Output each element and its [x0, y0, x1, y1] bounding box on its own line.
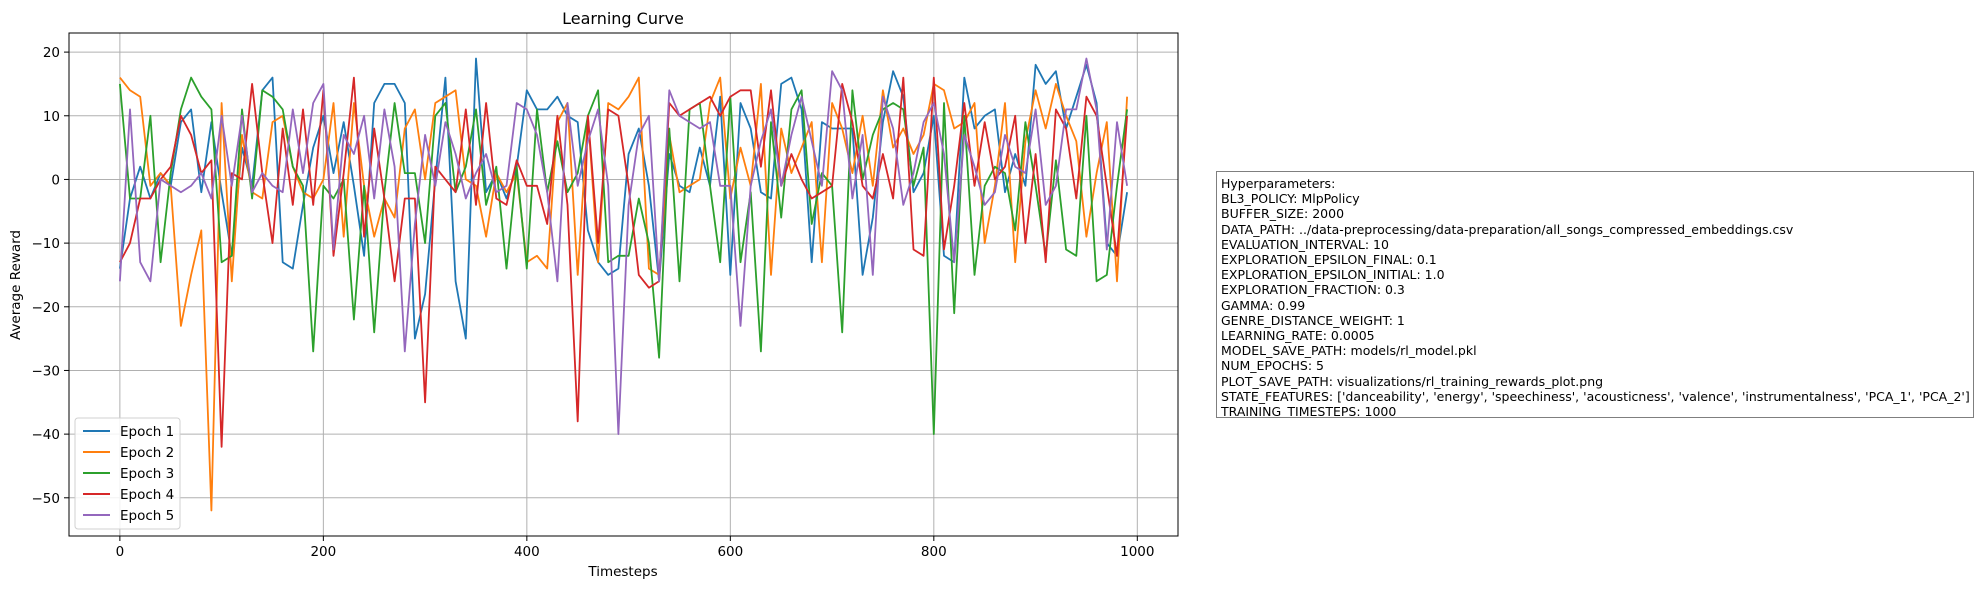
plot-frame [68, 32, 1179, 537]
hyperparameter-line: NUM_EPOCHS: 5 [1221, 358, 1325, 374]
hyperparameter-line: TRAINING_TIMESTEPS: 1000 [1221, 404, 1397, 418]
hyperparameter-line: MODEL_SAVE_PATH: models/rl_model.pkl [1221, 343, 1477, 359]
hyperparameter-line: EXPLORATION_EPSILON_FINAL: 0.1 [1221, 252, 1437, 268]
hyperparameter-line: BUFFER_SIZE: 2000 [1221, 206, 1345, 222]
y-axis-label: Average Reward [8, 230, 24, 340]
hyperparameter-line: STATE_FEATURES: ['danceability', 'energy… [1221, 388, 1970, 404]
hyperparameter-line: LEARNING_RATE: 0.0005 [1221, 328, 1375, 344]
legend-label: Epoch 4 [120, 487, 174, 503]
hyperparameter-line: BL3_POLICY: MlpPolicy [1221, 191, 1360, 207]
series-line-epoch-3 [119, 76, 1128, 436]
series-line-epoch-5 [119, 57, 1128, 436]
hyperparameter-line: EXPLORATION_FRACTION: 0.3 [1221, 282, 1405, 298]
y-axis-ticks: −50 −40 −30 −20 −10 0 10 20 [32, 45, 69, 507]
hyperparameter-line: PLOT_SAVE_PATH: visualizations/rl_traini… [1221, 373, 1604, 389]
hyperparameters-heading: Hyperparameters: [1221, 176, 1336, 191]
series-line-epoch-2 [119, 76, 1128, 512]
x-tick-label: 600 [717, 544, 743, 560]
x-tick-label: 400 [514, 544, 540, 560]
hyperparameter-line: GAMMA: 0.99 [1221, 297, 1306, 313]
series-line-epoch-4 [119, 76, 1128, 448]
y-tick-label: −30 [32, 363, 61, 379]
x-axis-ticks: 0 200 400 600 800 1000 [116, 536, 1154, 560]
hyperparameter-line: EVALUATION_INTERVAL: 10 [1221, 236, 1389, 252]
grid-lines [69, 33, 1178, 536]
y-tick-label: 20 [43, 45, 60, 61]
hyperparameters-box: Hyperparameters: BL3_POLICY: MlpPolicy BUF… [1216, 171, 1974, 418]
x-tick-label: 0 [116, 544, 125, 560]
hyperparameter-line: GENRE_DISTANCE_WEIGHT: 1 [1221, 312, 1405, 328]
hyperparameter-line: DATA_PATH: ../data-preprocessing/data-pr… [1221, 221, 1794, 237]
x-tick-label: 200 [310, 544, 336, 560]
series-lines [119, 57, 1128, 512]
hyperparameter-line: EXPLORATION_EPSILON_INITIAL: 1.0 [1221, 267, 1445, 283]
chart-title: Learning Curve [562, 9, 684, 28]
legend-label: Epoch 5 [120, 508, 174, 524]
y-tick-label: −50 [32, 491, 61, 507]
y-tick-label: −10 [32, 236, 61, 252]
y-tick-label: −40 [32, 427, 61, 443]
legend-label: Epoch 1 [120, 424, 174, 440]
y-tick-label: 10 [43, 109, 60, 125]
y-tick-label: −20 [32, 300, 61, 316]
legend: Epoch 1 Epoch 2 Epoch 3 Epoch 4 Epoch 5 [74, 417, 181, 530]
series-line-epoch-1 [119, 57, 1128, 340]
y-tick-label: 0 [51, 172, 60, 188]
legend-box [74, 417, 181, 530]
x-tick-label: 800 [921, 544, 947, 560]
x-axis-label: Timesteps [587, 564, 657, 580]
x-tick-label: 1000 [1120, 544, 1154, 560]
legend-label: Epoch 2 [120, 445, 174, 461]
legend-label: Epoch 3 [120, 466, 174, 482]
